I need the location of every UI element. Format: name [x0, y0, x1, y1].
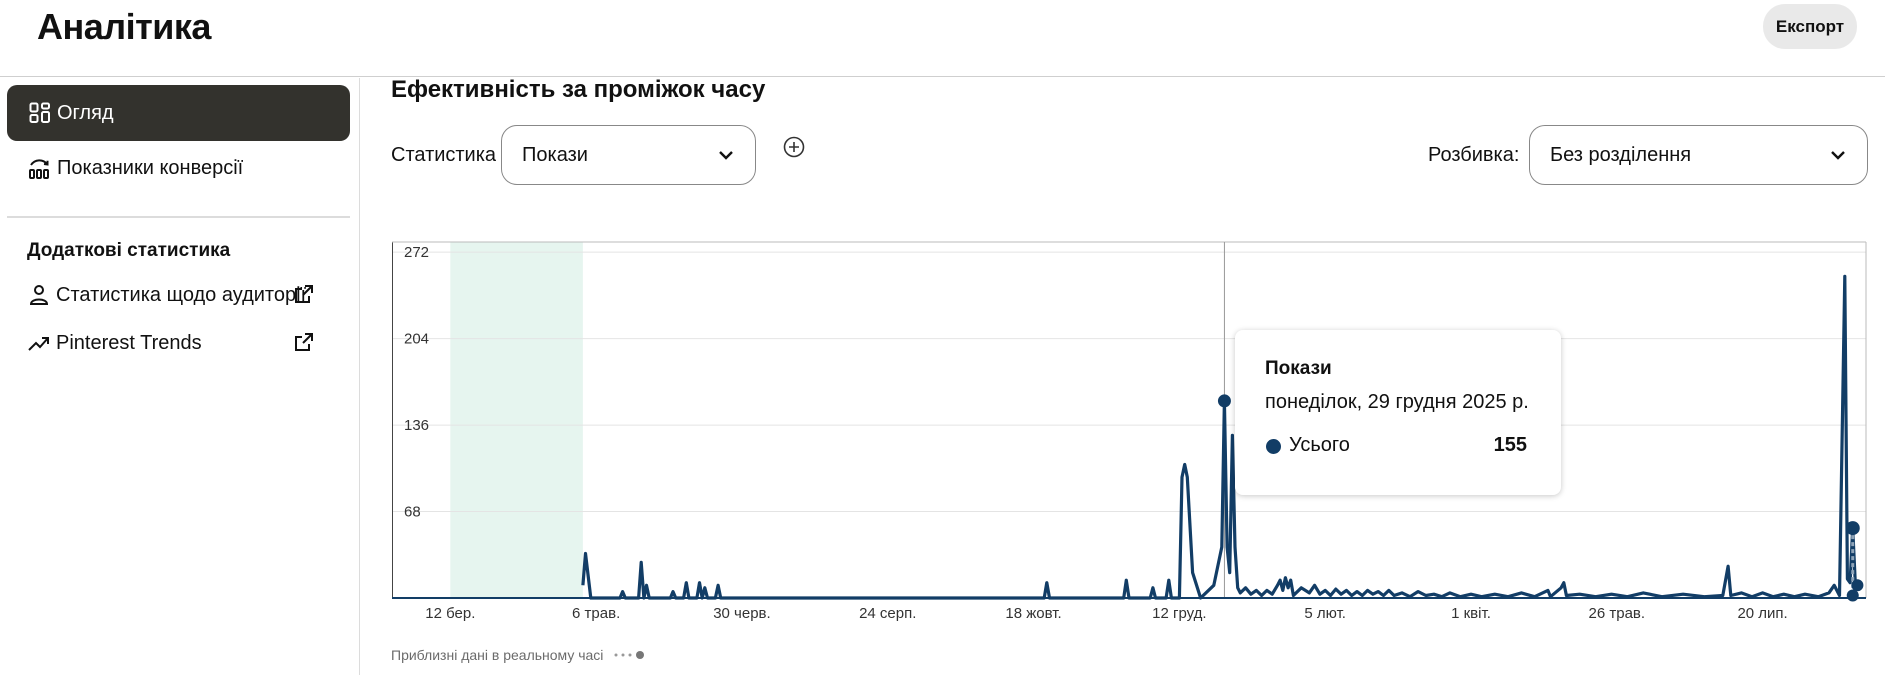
sidebar-section-heading: Додаткові статистика	[27, 240, 231, 261]
y-tick-label: 136	[404, 417, 429, 434]
tooltip-date: понеділок, 29 грудня 2025 р.	[1265, 391, 1529, 413]
realtime-point-marker	[1846, 589, 1859, 602]
person-icon	[27, 283, 51, 307]
x-tick-label: 30 черв.	[713, 605, 771, 622]
realtime-point-marker	[1851, 579, 1864, 592]
x-tick-label: 24 серп.	[859, 605, 916, 622]
grid-icon	[27, 100, 53, 126]
realtime-footnote: Приблизні дані в реальному часі	[391, 647, 653, 663]
realtime-dots-icon	[613, 650, 653, 660]
pinterest-trends-label: Pinterest Trends	[56, 331, 202, 354]
chevron-down-icon	[1829, 146, 1847, 164]
chevron-down-icon	[717, 146, 735, 164]
x-tick-label: 12 бер.	[425, 605, 475, 622]
x-tick-label: 12 груд.	[1152, 605, 1206, 622]
external-link-icon	[293, 283, 317, 307]
footnote-text: Приблизні дані в реальному часі	[391, 647, 604, 663]
export-button[interactable]: Експорт	[1763, 4, 1857, 49]
metric-label: Статистика	[391, 144, 497, 166]
breakdown-select-value: Без розділення	[1550, 143, 1692, 166]
metric-select[interactable]: Покази	[501, 125, 756, 185]
x-tick-label: 5 лют.	[1304, 605, 1346, 622]
sidebar-item-conversion[interactable]: Показники конверсії	[7, 140, 350, 196]
sidebar: Огляд Показники конверсії Додаткові стат…	[0, 78, 360, 675]
metric-select-value: Покази	[522, 143, 588, 166]
audience-insights-label: Статистика щодо аудиторії	[56, 283, 307, 306]
chart-canvas: 68 136 204 272 12 бер. 6 трав. 30 черв. 24 серп…	[392, 241, 1867, 622]
page-title: Аналітика	[37, 6, 211, 47]
sidebar-item-overview[interactable]: Огляд	[7, 85, 350, 141]
x-tick-label: 20 лип.	[1737, 605, 1787, 622]
breakdown-select[interactable]: Без розділення	[1529, 125, 1868, 185]
x-tick-label: 1 квіт.	[1451, 605, 1491, 622]
y-tick-label: 68	[404, 504, 421, 521]
y-tick-label: 204	[404, 331, 429, 348]
tooltip-title: Покази	[1265, 358, 1332, 379]
highlight-range-band	[450, 242, 583, 598]
x-tick-label: 18 жовт.	[1005, 605, 1061, 622]
add-metric-icon[interactable]	[783, 136, 805, 158]
y-tick-label: 272	[404, 244, 429, 261]
external-link-icon	[293, 331, 317, 355]
hover-point-marker	[1217, 394, 1231, 408]
top-bar: Аналітика Експорт	[0, 0, 1885, 77]
audience-insights-link[interactable]: Статистика щодо аудиторії	[27, 278, 337, 312]
chart-tooltip: Покази понеділок, 29 грудня 2025 р. Усьо…	[1235, 330, 1561, 495]
tooltip-value: 155	[1493, 434, 1527, 456]
impressions-chart[interactable]: 68 136 204 272 12 бер. 6 трав. 30 черв. 24 серп…	[392, 240, 1868, 622]
breakdown-label: Розбивка:	[1428, 144, 1520, 166]
trend-up-icon	[27, 331, 51, 355]
sidebar-item-label: Огляд	[57, 101, 114, 124]
series-line-total	[581, 274, 1857, 600]
pinterest-trends-link[interactable]: Pinterest Trends	[27, 326, 337, 360]
x-tick-label: 26 трав.	[1589, 605, 1646, 622]
x-tick-label: 6 трав.	[572, 605, 620, 622]
sidebar-item-label: Показники конверсії	[57, 156, 244, 179]
funnel-chart-icon	[27, 155, 53, 181]
tooltip-series-dot	[1266, 439, 1281, 454]
sidebar-divider	[7, 216, 350, 218]
section-title: Ефективність за проміжок часу	[391, 76, 766, 103]
tooltip-series-name: Усього	[1289, 434, 1350, 456]
realtime-point-marker	[1845, 521, 1860, 536]
